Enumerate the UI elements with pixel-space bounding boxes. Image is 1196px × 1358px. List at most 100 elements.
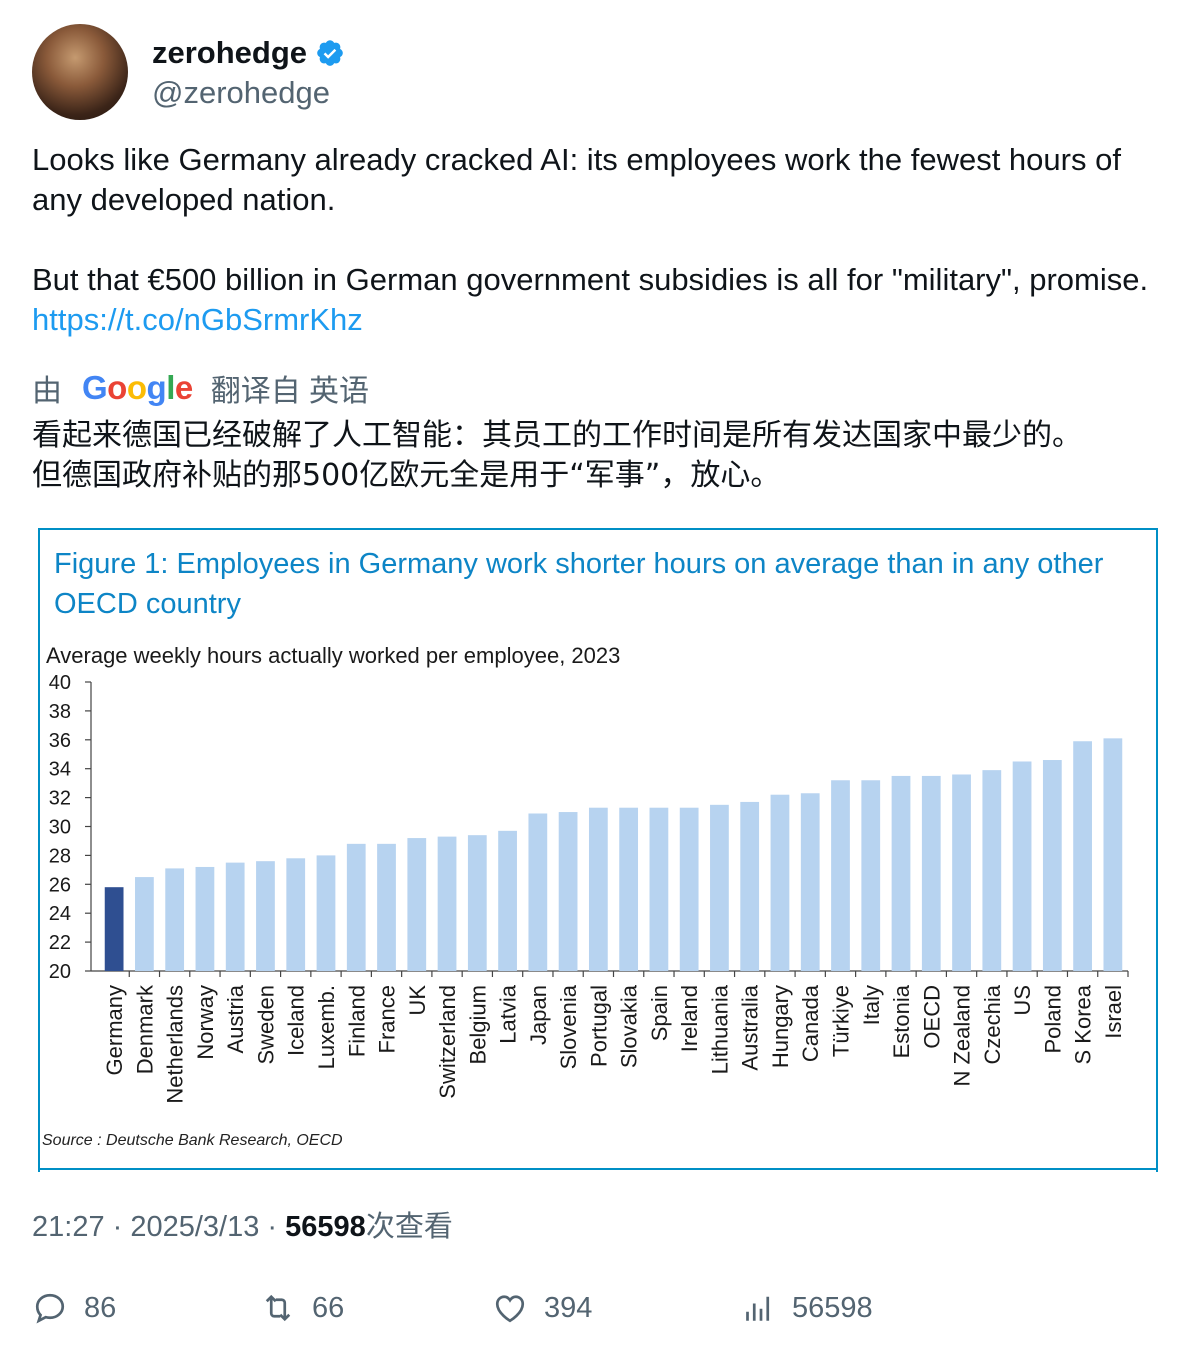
- x-tick-label: Switzerland: [435, 985, 460, 1099]
- bar-finland: [346, 843, 366, 971]
- bar-slovenia: [558, 812, 578, 971]
- x-tick-label: Hungary: [768, 985, 793, 1068]
- x-tick-label: Australia: [738, 984, 763, 1070]
- bar-iceland: [286, 858, 306, 971]
- action-bar: 86 66 394 56598: [32, 1290, 1167, 1330]
- bar-ireland: [679, 807, 699, 971]
- avatar[interactable]: [32, 24, 128, 120]
- reply-icon: [35, 1293, 65, 1324]
- x-tick-label: Germany: [102, 985, 127, 1075]
- tweet-time[interactable]: 21:27: [32, 1211, 105, 1243]
- tweet-paragraph-2-text: But that €500 billion in German governme…: [32, 262, 1149, 297]
- bar-denmark: [135, 877, 154, 971]
- display-name[interactable]: zerohedge: [152, 35, 308, 70]
- x-tick-label: OECD: [919, 985, 944, 1049]
- x-tick-label: Latvia: [496, 984, 521, 1043]
- x-tick-label: Luxemb.: [314, 985, 339, 1069]
- x-tick-label: Denmark: [132, 984, 157, 1074]
- bar-estonia: [891, 775, 911, 971]
- x-tick-label: Estonia: [889, 984, 914, 1058]
- tweet-header: zerohedge @zerohedge: [32, 24, 345, 120]
- reply-button[interactable]: 86: [32, 1290, 116, 1326]
- views-count: 56598: [792, 1291, 873, 1324]
- verified-badge-icon: [317, 40, 343, 66]
- handle[interactable]: @zerohedge: [152, 75, 330, 110]
- x-tick-label: N Zealand: [950, 985, 975, 1087]
- x-tick-label: Portugal: [586, 985, 611, 1067]
- x-tick-label: Israel: [1101, 985, 1126, 1039]
- y-tick-label: 32: [49, 788, 71, 810]
- bar-canada: [800, 793, 820, 971]
- reply-count: 86: [84, 1291, 117, 1324]
- y-tick-label: 34: [49, 759, 71, 781]
- figure-title: Figure 1: Employees in Germany work shor…: [54, 548, 1104, 620]
- bar-italy: [861, 780, 881, 971]
- x-tick-label: Slovenia: [556, 984, 581, 1069]
- x-tick-label: Finland: [344, 985, 369, 1057]
- x-tick-label: Norway: [193, 985, 218, 1060]
- bar-czechia: [982, 770, 1002, 971]
- y-tick-label: 38: [49, 701, 71, 723]
- x-tick-label: Lithuania: [707, 984, 732, 1074]
- bar-japan: [528, 813, 548, 971]
- translated-line-2: 但德国政府补贴的那500亿欧元全是用于“军事”，放心。: [32, 458, 781, 493]
- heart-icon: [495, 1295, 525, 1323]
- display-name-row: zerohedge: [152, 33, 345, 73]
- bar-t-rkiye: [831, 780, 850, 971]
- bar-switzerland: [437, 836, 457, 971]
- figure-source: Source : Deutsche Bank Research, OECD: [42, 1132, 343, 1149]
- x-tick-label: Italy: [859, 985, 884, 1025]
- google-logo-icon: Google: [82, 369, 193, 406]
- y-tick-label: 20: [49, 961, 71, 983]
- translated-line-1: 看起来德国已经破解了人工智能：其员工的工作时间是所有发达国家中最少的。: [32, 418, 1082, 453]
- bar-norway: [195, 866, 215, 971]
- tweet-paragraph-1: Looks like Germany already cracked AI: i…: [32, 142, 1121, 217]
- y-tick-label: 40: [49, 672, 71, 694]
- bar-s-korea: [1073, 741, 1092, 971]
- x-tick-label: Netherlands: [163, 985, 188, 1104]
- bar-australia: [740, 801, 760, 971]
- bar-france: [377, 843, 396, 971]
- figure-bottom-rule: [38, 1168, 1158, 1170]
- x-tick-label: Japan: [526, 985, 551, 1045]
- figure-top-rule: [38, 528, 1158, 530]
- y-tick-label: 30: [49, 817, 71, 839]
- x-tick-label: Iceland: [284, 985, 309, 1056]
- x-tick-label: Spain: [647, 985, 672, 1041]
- x-tick-label: Ireland: [677, 985, 702, 1052]
- bar-portugal: [588, 807, 608, 971]
- y-tick-label: 36: [49, 730, 71, 752]
- translation-attribution: 由 Google 翻译自 英语: [32, 366, 369, 410]
- bar-netherlands: [165, 868, 185, 971]
- translation-suffix: 翻译自 英语: [210, 375, 370, 408]
- like-button[interactable]: 394: [492, 1290, 592, 1326]
- y-tick-label: 28: [49, 845, 71, 867]
- x-tick-label: France: [375, 985, 400, 1053]
- tweet-paragraph-2: But that €500 billion in German governme…: [32, 260, 1167, 340]
- bar-belgium: [467, 835, 487, 971]
- tweet-text: Looks like Germany already cracked AI: i…: [32, 140, 1167, 340]
- bar-us: [1012, 761, 1032, 971]
- x-tick-label: Canada: [798, 984, 823, 1062]
- bar-spain: [649, 807, 669, 971]
- bar-germany: [104, 887, 124, 971]
- tweet-date[interactable]: 2025/3/13: [130, 1211, 260, 1243]
- repost-button[interactable]: 66: [260, 1290, 344, 1326]
- x-tick-label: Slovakia: [617, 984, 642, 1068]
- tweet-link[interactable]: https://t.co/nGbSrmrKhz: [32, 302, 363, 337]
- bar-uk: [407, 838, 427, 971]
- x-tick-label: UK: [405, 985, 430, 1016]
- bar-hungary: [770, 794, 790, 971]
- figure-image[interactable]: [38, 528, 1158, 1172]
- bar-israel: [1103, 738, 1123, 971]
- bar-latvia: [498, 830, 517, 971]
- views-number: 56598: [285, 1211, 366, 1243]
- views-button[interactable]: 56598: [740, 1290, 873, 1326]
- bar-n-zealand: [952, 774, 971, 971]
- like-count: 394: [544, 1291, 593, 1324]
- bar-luxemb-: [316, 855, 336, 971]
- bar-slovakia: [619, 807, 639, 971]
- x-tick-label: Czechia: [980, 984, 1005, 1064]
- x-tick-label: S Korea: [1071, 984, 1096, 1064]
- x-tick-label: US: [1010, 985, 1035, 1016]
